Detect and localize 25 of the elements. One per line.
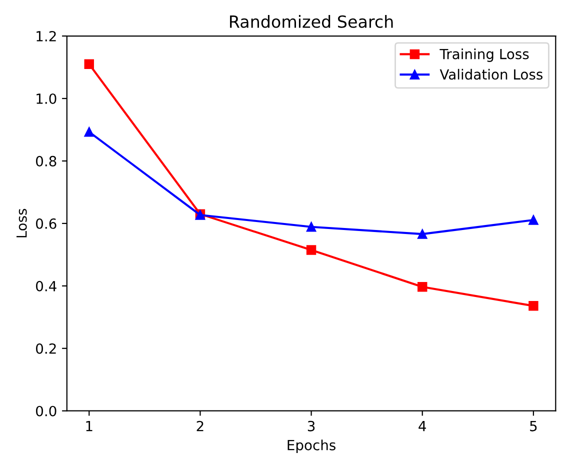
point	[84, 127, 94, 137]
x-tick-label: 2	[196, 420, 204, 432]
x-tick-label: 1	[86, 421, 92, 432]
y-tick-label: 1.0	[36, 93, 56, 104]
legend-label: Validation Loss	[440, 68, 542, 80]
point	[528, 301, 538, 311]
x-axis-title: Epochs	[288, 440, 336, 454]
x-tick-label: 5	[530, 421, 537, 432]
chart-title: Randomized Search	[230, 15, 393, 28]
y-tick-label: 0.4	[36, 280, 56, 292]
y-tick-label: 0.6	[36, 218, 56, 229]
y-tick-label: 0.2	[36, 343, 56, 354]
y-tick-label: 0.8	[36, 156, 56, 166]
x-tick-label: 4	[418, 421, 426, 432]
x-tick-label: 3	[308, 420, 315, 432]
y-tick-label: 0.0	[36, 406, 56, 416]
point	[418, 282, 428, 292]
legend-label: Training Loss	[440, 48, 529, 62]
point	[84, 59, 94, 69]
point	[528, 215, 538, 225]
y-axis-title: Loss	[16, 208, 27, 238]
point	[306, 222, 316, 232]
point	[418, 229, 428, 239]
y-tick-label: 1.2	[36, 30, 56, 42]
point	[306, 245, 316, 255]
